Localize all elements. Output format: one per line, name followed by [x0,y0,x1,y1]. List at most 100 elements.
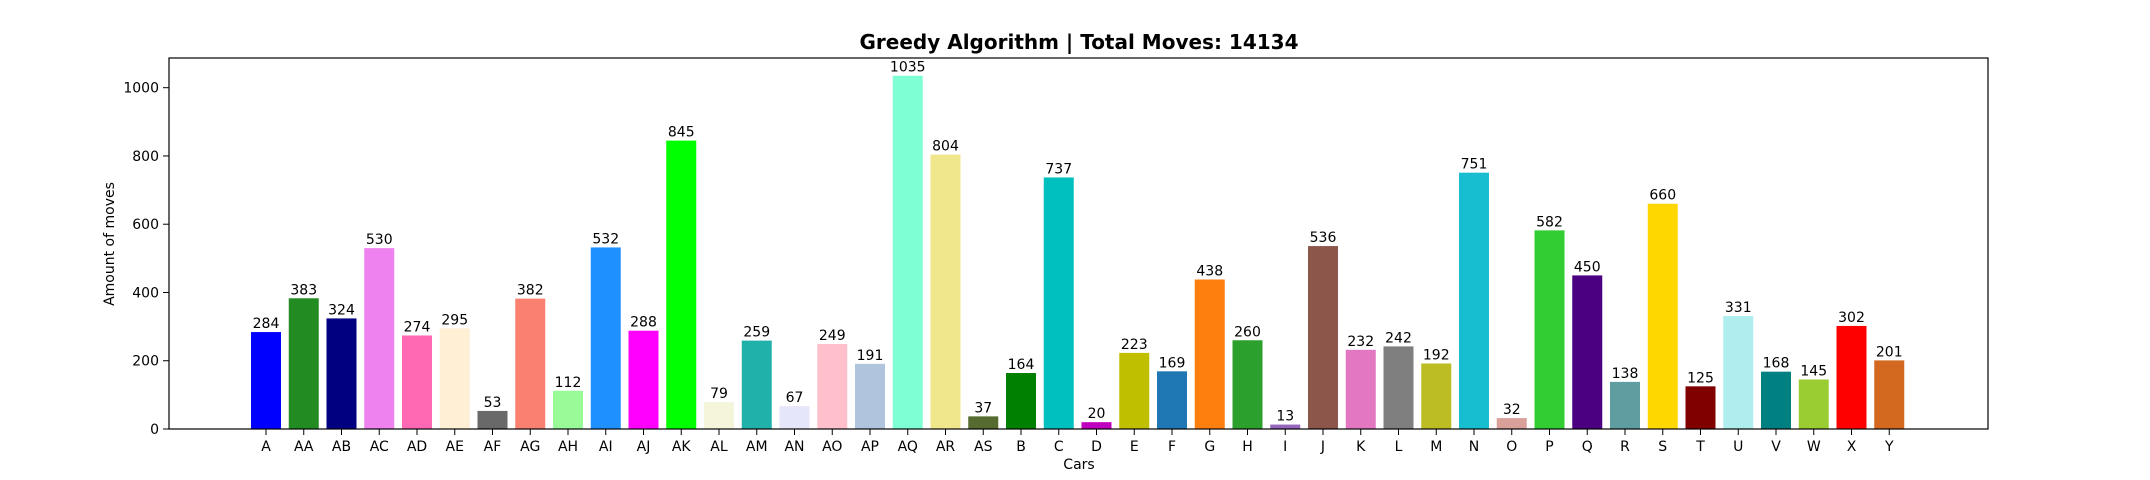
bar-w [1798,379,1829,429]
bar-value-label: 804 [932,139,959,155]
bar-value-label: 660 [1649,188,1676,204]
bar-g [1194,279,1225,429]
bar-value-label: 13 [1276,409,1294,425]
bar-value-label: 274 [404,319,431,335]
bar-value-label: 582 [1536,214,1563,230]
x-tick-label: D [1091,439,1102,455]
bar-as [968,416,999,429]
bar-aj [628,330,659,429]
y-tick-label: 400 [132,285,159,301]
bar-value-label: 530 [366,232,393,248]
bar-ak [666,140,697,429]
bars [251,75,1905,430]
y-tick-label: 200 [132,354,159,370]
plot-frame [168,57,1989,430]
x-tick-label: G [1204,439,1215,455]
bar-value-label: 383 [290,282,317,298]
x-tick-label: AL [710,439,728,455]
bar-value-label: 751 [1461,157,1488,173]
bar-ao [817,344,848,429]
x-tick-label: AD [407,439,427,455]
bar-q [1572,275,1603,429]
x-tick-label: M [1430,439,1442,455]
bar-value-label: 259 [743,325,770,341]
bar-af [477,410,508,429]
bar-value-label: 438 [1196,264,1223,280]
bar-value-label: 249 [819,328,846,344]
x-tick-label: L [1395,439,1403,455]
x-tick-label: AQ [898,439,918,455]
bar-k [1345,349,1376,429]
y-tick-label: 0 [150,422,159,438]
x-tick-label: AS [974,439,993,455]
x-tick-label: AF [484,439,502,455]
x-tick-label: E [1130,439,1139,455]
x-axis-ticks: A AA AB AC AD AE AF AG AH AI AJ AK AL AM AN AO AP AQ AR AS B… [261,429,1894,455]
bar-aa [288,298,319,429]
x-tick-label: AN [784,439,804,455]
bar-ah [553,390,583,429]
bar-value-label: 260 [1234,324,1261,340]
bar-ae [439,328,470,429]
bar-value-label: 1035 [890,60,926,76]
bar-ar [930,154,961,429]
bar-p [1534,230,1565,429]
bar-value-label: 112 [555,375,582,391]
bar-value-label: 125 [1687,370,1714,386]
y-tick-label: 1000 [123,81,159,97]
x-tick-label: N [1469,439,1479,455]
bar-x [1836,325,1867,429]
x-tick-label: AK [672,439,692,455]
bar-value-label: 53 [484,395,502,411]
x-tick-label: S [1658,439,1667,455]
bar-h [1232,340,1263,429]
bar-value-label: 169 [1159,355,1186,371]
x-tick-label: AA [294,439,314,455]
x-tick-label: U [1733,439,1743,455]
bar-value-label: 288 [630,315,657,331]
bar-value-label: 450 [1574,259,1601,275]
bar-value-label: 164 [1008,357,1035,373]
bar-b [1006,373,1036,429]
bar-o [1496,418,1527,429]
x-tick-label: P [1545,439,1553,455]
x-tick-label: V [1771,439,1781,455]
x-tick-label: F [1168,439,1176,455]
x-tick-label: T [1695,439,1705,455]
bar-value-label: 737 [1045,161,1072,177]
bar-u [1723,316,1754,429]
x-tick-label: AC [370,439,389,455]
x-tick-label: AI [599,439,613,455]
x-tick-label: AP [861,439,879,455]
bar-value-label: 302 [1838,310,1865,326]
x-tick-label: AJ [637,439,651,455]
bar-value-label: 295 [441,312,468,328]
x-tick-label: O [1506,439,1517,455]
bar-aq [892,75,923,430]
bar-an [779,406,810,429]
bar-value-label: 284 [253,316,280,332]
bar-r [1610,381,1640,429]
bar-value-label: 232 [1347,334,1374,350]
x-tick-label: B [1016,439,1026,455]
bar-a [251,332,281,429]
bar-value-label: 532 [592,231,619,247]
bar-value-label: 223 [1121,337,1148,353]
x-tick-label: R [1620,439,1630,455]
bar-value-label: 845 [668,125,695,141]
x-tick-label: C [1054,439,1064,455]
bar-value-label: 67 [786,390,804,406]
bar-s [1647,203,1678,429]
bar-ai [590,247,621,429]
x-tick-label: I [1283,439,1287,455]
bar-l [1383,346,1414,429]
bar-m [1421,363,1452,429]
bar-d [1081,422,1112,429]
y-axis-ticks: 0 200 400 600 800 1000 [123,81,169,438]
bar-value-label: 382 [517,283,544,299]
bar-value-label: 331 [1725,300,1752,316]
bar-i [1270,424,1301,429]
bar-ap [855,363,885,429]
bar-value-label: 168 [1763,356,1790,372]
